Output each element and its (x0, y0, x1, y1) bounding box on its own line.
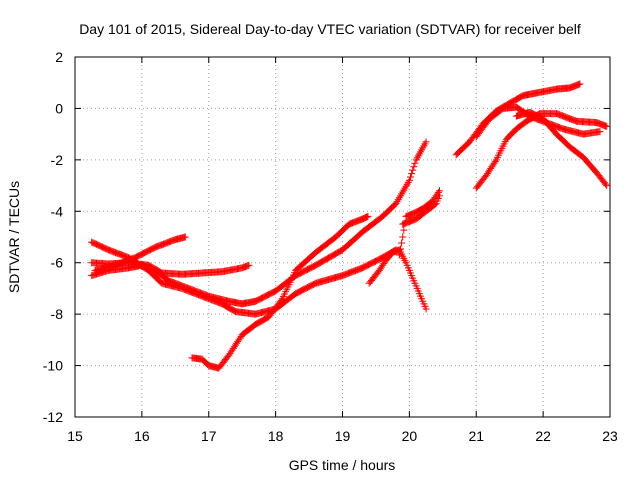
x-axis-label: GPS time / hours (289, 457, 396, 473)
series-arc-d (91, 233, 189, 274)
y-tick-label: -8 (51, 306, 64, 322)
series-arc-h (399, 192, 443, 228)
x-tick-label: 16 (134, 428, 150, 444)
y-tick-label: -10 (43, 358, 63, 374)
y-axis-label: SDTVAR / TECUs (6, 181, 22, 293)
series-arc-c (88, 238, 400, 318)
y-tick-label: -6 (51, 255, 64, 271)
y-tick-label: -12 (43, 409, 63, 425)
x-tick-label: 19 (335, 428, 351, 444)
x-tick-label: 21 (468, 428, 484, 444)
series-arc-e (188, 212, 372, 372)
series-markers (365, 246, 430, 313)
series-markers (88, 238, 400, 318)
tick-layer: 15 16 17 18 19 20 21 22 23 -12 -10 -8 -6 -4 -2 0 2 (43, 49, 618, 444)
series-markers (395, 187, 443, 259)
y-tick-label: 2 (55, 49, 63, 65)
series-arc-g (395, 187, 443, 259)
series-arc-f (365, 246, 430, 313)
y-tick-label: -4 (51, 203, 64, 219)
data-layer (88, 80, 611, 372)
x-tick-label: 17 (201, 428, 217, 444)
series-markers (88, 138, 430, 308)
x-tick-label: 20 (402, 428, 418, 444)
y-tick-label: 0 (55, 100, 63, 116)
x-tick-label: 18 (268, 428, 284, 444)
x-tick-label: 22 (535, 428, 551, 444)
series-arc-b (88, 138, 430, 308)
series-markers (91, 233, 189, 274)
series-markers (512, 108, 611, 190)
chart-title: Day 101 of 2015, Sidereal Day-to-day VTE… (79, 21, 581, 37)
y-tick-label: -2 (51, 152, 64, 168)
x-tick-label: 23 (602, 428, 618, 444)
series-markers (399, 192, 443, 228)
series-markers (188, 212, 372, 372)
x-tick-label: 15 (67, 428, 83, 444)
series-arc-l (512, 108, 611, 190)
